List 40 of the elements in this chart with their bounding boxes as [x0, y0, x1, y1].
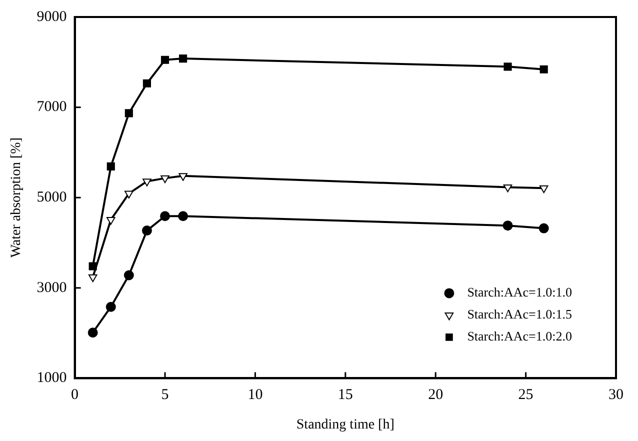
point	[106, 216, 116, 225]
point	[142, 178, 152, 186]
x-axis-title: Standing time [h]	[296, 417, 394, 432]
x-tick-label: 10	[248, 387, 263, 404]
point	[124, 109, 133, 118]
point	[178, 173, 188, 181]
y-tick-label: 7000	[36, 99, 67, 116]
y-tick-label: 5000	[36, 190, 67, 206]
point	[88, 328, 98, 338]
point	[502, 220, 513, 231]
point	[539, 185, 548, 194]
x-tick-label: 20	[428, 387, 444, 404]
point	[160, 56, 170, 64]
point	[179, 54, 188, 63]
y-tick-label: 9000	[36, 8, 67, 25]
point	[124, 270, 134, 280]
point	[142, 79, 151, 88]
y-tick-label: 3000	[36, 280, 67, 296]
y-tick-label: 1000	[36, 370, 67, 386]
x-tick-label: 5	[161, 387, 169, 404]
point	[504, 62, 512, 71]
point	[160, 175, 170, 184]
legend-label: Starch:AAc=1.0:1.5	[467, 306, 572, 322]
point	[142, 226, 152, 236]
point	[124, 190, 134, 199]
x-tick-label: 30	[608, 387, 624, 404]
x-tick-label: 15	[338, 387, 353, 404]
x-tick-label: 25	[518, 387, 534, 404]
point	[106, 162, 115, 170]
point	[503, 184, 512, 192]
point	[106, 302, 116, 312]
point	[538, 223, 549, 234]
legend-label: Starch:AAc=1.0:2.0	[467, 328, 572, 344]
legend-label: Starch:AAc=1.0:1.0	[467, 284, 572, 300]
point	[88, 274, 98, 282]
y-axis-title: Water absorption [%]	[9, 138, 24, 258]
point	[178, 211, 188, 222]
point	[160, 211, 170, 222]
point	[540, 65, 548, 74]
x-tick-label: 0	[71, 387, 79, 404]
